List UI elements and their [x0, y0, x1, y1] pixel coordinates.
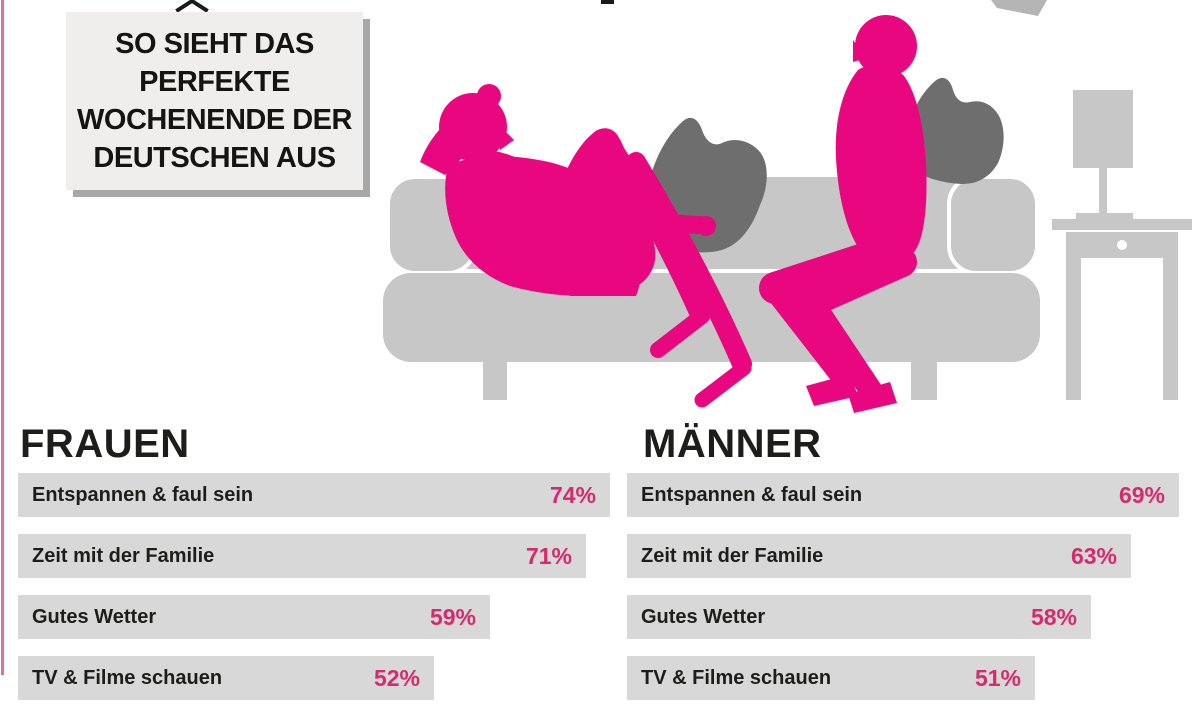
man-hand: [884, 234, 902, 252]
bar-value: 58%: [1030, 604, 1077, 630]
bar-label: Entspannen & faul sein: [641, 484, 863, 506]
title-line: SO SIEHT DAS: [115, 28, 314, 60]
woman-chest: [467, 150, 542, 194]
picture-frame-fragment: [991, 0, 1047, 16]
man-silhouette: [759, 15, 927, 413]
bar-men-4: TV & Filme schauen 51%: [627, 656, 1035, 700]
title-line: WOCHENENDE DER: [77, 104, 352, 136]
bar-row: Entspannen & faul sein 69%: [627, 473, 1179, 517]
bar-row: TV & Filme schauen 52%: [18, 656, 610, 700]
ceiling-mark: [601, 0, 614, 4]
bar-men-3: Gutes Wetter 58%: [627, 595, 1091, 639]
pillow-right: [904, 77, 1004, 184]
bar-women-1: Entspannen & faul sein 74%: [18, 473, 610, 517]
bar-women-4: TV & Filme schauen 52%: [18, 656, 434, 700]
bar-value: 51%: [974, 665, 1021, 691]
women-chart-column: FRAUEN Entspannen & faul sein 74% Zeit m…: [18, 424, 610, 717]
bar-label: Zeit mit der Familie: [32, 545, 215, 567]
woman-silhouette: [420, 84, 752, 408]
table-drawer: [1066, 232, 1178, 258]
bar-value: 71%: [525, 543, 572, 569]
bar-women-2: Zeit mit der Familie 71%: [18, 534, 586, 578]
bar-label: Zeit mit der Familie: [641, 545, 824, 567]
couch: [383, 175, 1040, 400]
couch-armrest-left: [386, 175, 477, 275]
table-leg-left: [1066, 258, 1081, 400]
page-accent-edge: [1, 0, 4, 675]
bar-label: Entspannen & faul sein: [32, 484, 254, 506]
woman-hair: [420, 112, 470, 175]
hanging-hook-icon: [175, 0, 209, 13]
man-head: [855, 15, 917, 77]
bar-row: Gutes Wetter 59%: [18, 595, 610, 639]
lamp-shade: [1073, 90, 1133, 168]
bar-value: 59%: [429, 604, 476, 630]
women-heading: FRAUEN: [20, 422, 190, 466]
title-line: DEUTSCHEN AUS: [93, 142, 336, 174]
bar-row: Zeit mit der Familie 71%: [18, 534, 610, 578]
man-foot-front: [806, 374, 858, 406]
bar-label: Gutes Wetter: [32, 606, 157, 628]
woman-hand: [696, 216, 716, 236]
woman-leg-back: [626, 152, 752, 374]
bar-label: TV & Filme schauen: [641, 667, 832, 689]
lamp-stem: [1099, 168, 1107, 214]
man-shin-front: [762, 275, 858, 391]
woman-foot-back: [694, 360, 752, 408]
table-leg-right: [1163, 258, 1178, 400]
bar-value: 52%: [373, 665, 420, 691]
bar-row: Zeit mit der Familie 63%: [627, 534, 1179, 578]
couch-armrest-right: [947, 175, 1039, 275]
bar-value: 69%: [1118, 482, 1165, 508]
bar-row: Gutes Wetter 58%: [627, 595, 1179, 639]
bar-men-1: Entspannen & faul sein 69%: [627, 473, 1179, 517]
couch-leg-left: [483, 360, 507, 400]
couch-leg-right: [911, 360, 937, 400]
bar-label: Gutes Wetter: [641, 606, 766, 628]
couch-seat: [383, 273, 1040, 362]
man-nose: [853, 40, 866, 62]
bar-row: TV & Filme schauen 51%: [627, 656, 1179, 700]
bar-value: 74%: [549, 482, 596, 508]
men-chart-column: MÄNNER Entspannen & faul sein 69% Zeit m…: [627, 424, 1179, 717]
man-foot-back: [848, 382, 897, 413]
side-table: [1052, 90, 1192, 400]
woman-hair-bun: [477, 84, 501, 108]
infographic-page: { "page": { "background": "#ffffff", "ac…: [1, 0, 1192, 700]
pillow-left: [644, 117, 767, 253]
bar-value: 63%: [1070, 543, 1117, 569]
men-heading: MÄNNER: [643, 422, 822, 466]
title-card: SO SIEHT DAS PERFEKTE WOCHENENDE DER DEU…: [66, 12, 363, 190]
woman-nose: [500, 126, 514, 150]
bar-row: Entspannen & faul sein 74%: [18, 473, 610, 517]
woman-torso: [445, 156, 656, 296]
man-shin-back: [800, 290, 884, 404]
woman-leg-front: [601, 139, 711, 323]
couch-backrest: [388, 177, 1038, 269]
woman-foot-front: [650, 308, 710, 358]
pillows: [644, 77, 1004, 253]
bar-label: TV & Filme schauen: [32, 667, 223, 689]
table-top: [1052, 219, 1192, 230]
man-thigh-back: [797, 247, 917, 317]
bar-women-3: Gutes Wetter 59%: [18, 595, 490, 639]
woman-thigh: [551, 128, 642, 296]
title-line: PERFEKTE: [139, 66, 290, 98]
bar-men-2: Zeit mit der Familie 63%: [627, 534, 1131, 578]
man-torso: [835, 64, 927, 261]
lamp-base: [1076, 213, 1133, 220]
woman-head: [439, 93, 507, 161]
man-thigh-front: [759, 236, 901, 304]
drawer-knob: [1117, 240, 1127, 250]
woman-arm: [519, 176, 709, 234]
man-arm: [844, 99, 899, 251]
